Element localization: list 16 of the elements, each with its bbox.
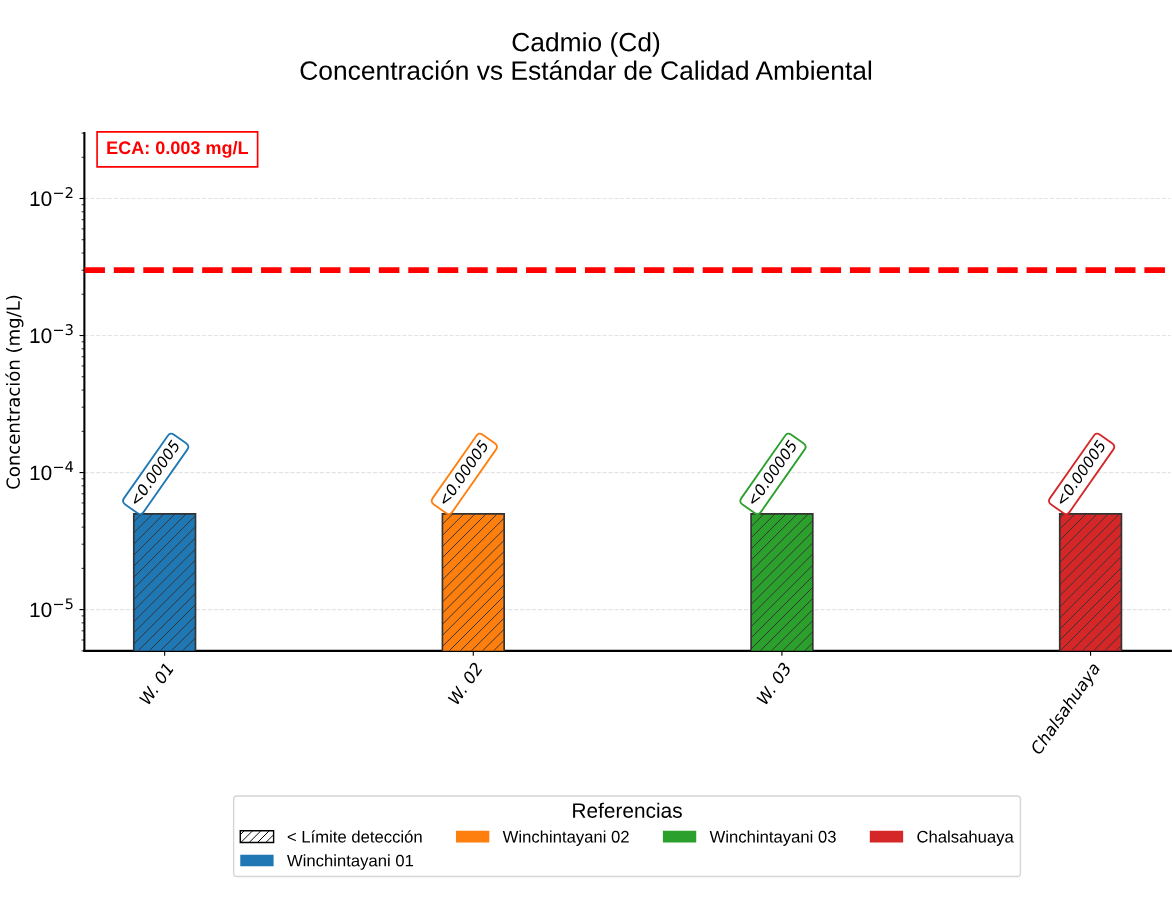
x-tick-label: W. 03	[756, 661, 792, 706]
x-tick-label: W. 02	[447, 661, 484, 706]
y-tick-label: 10$^{−5}$	[30, 598, 73, 618]
y-tick-label: 10$^{−4}$	[30, 461, 74, 481]
y-tick-label: 10$^{−3}$	[30, 324, 73, 344]
y-axis-title: Concentración (mg/L)	[5, 295, 24, 489]
legend-label: Chalsahuaya	[917, 830, 1014, 846]
ref-line-label: ECA: 0.003 mg/L	[107, 140, 249, 158]
y-tick-label: 10$^{−2}$	[30, 187, 73, 207]
x-tick-label: W. 01	[138, 662, 174, 706]
legend-label: Winchintayani 03	[709, 830, 836, 846]
text: < Límite detección	[287, 830, 422, 843]
legend-label: Winchintayani 02	[502, 830, 629, 846]
legend-title: Referencias	[573, 802, 682, 818]
chart-title: Cadmio (Cd) Concentración vs Estándar de Calidad Ambiental	[300, 32, 872, 80]
legend-label: Winchintayani 01	[287, 854, 414, 870]
